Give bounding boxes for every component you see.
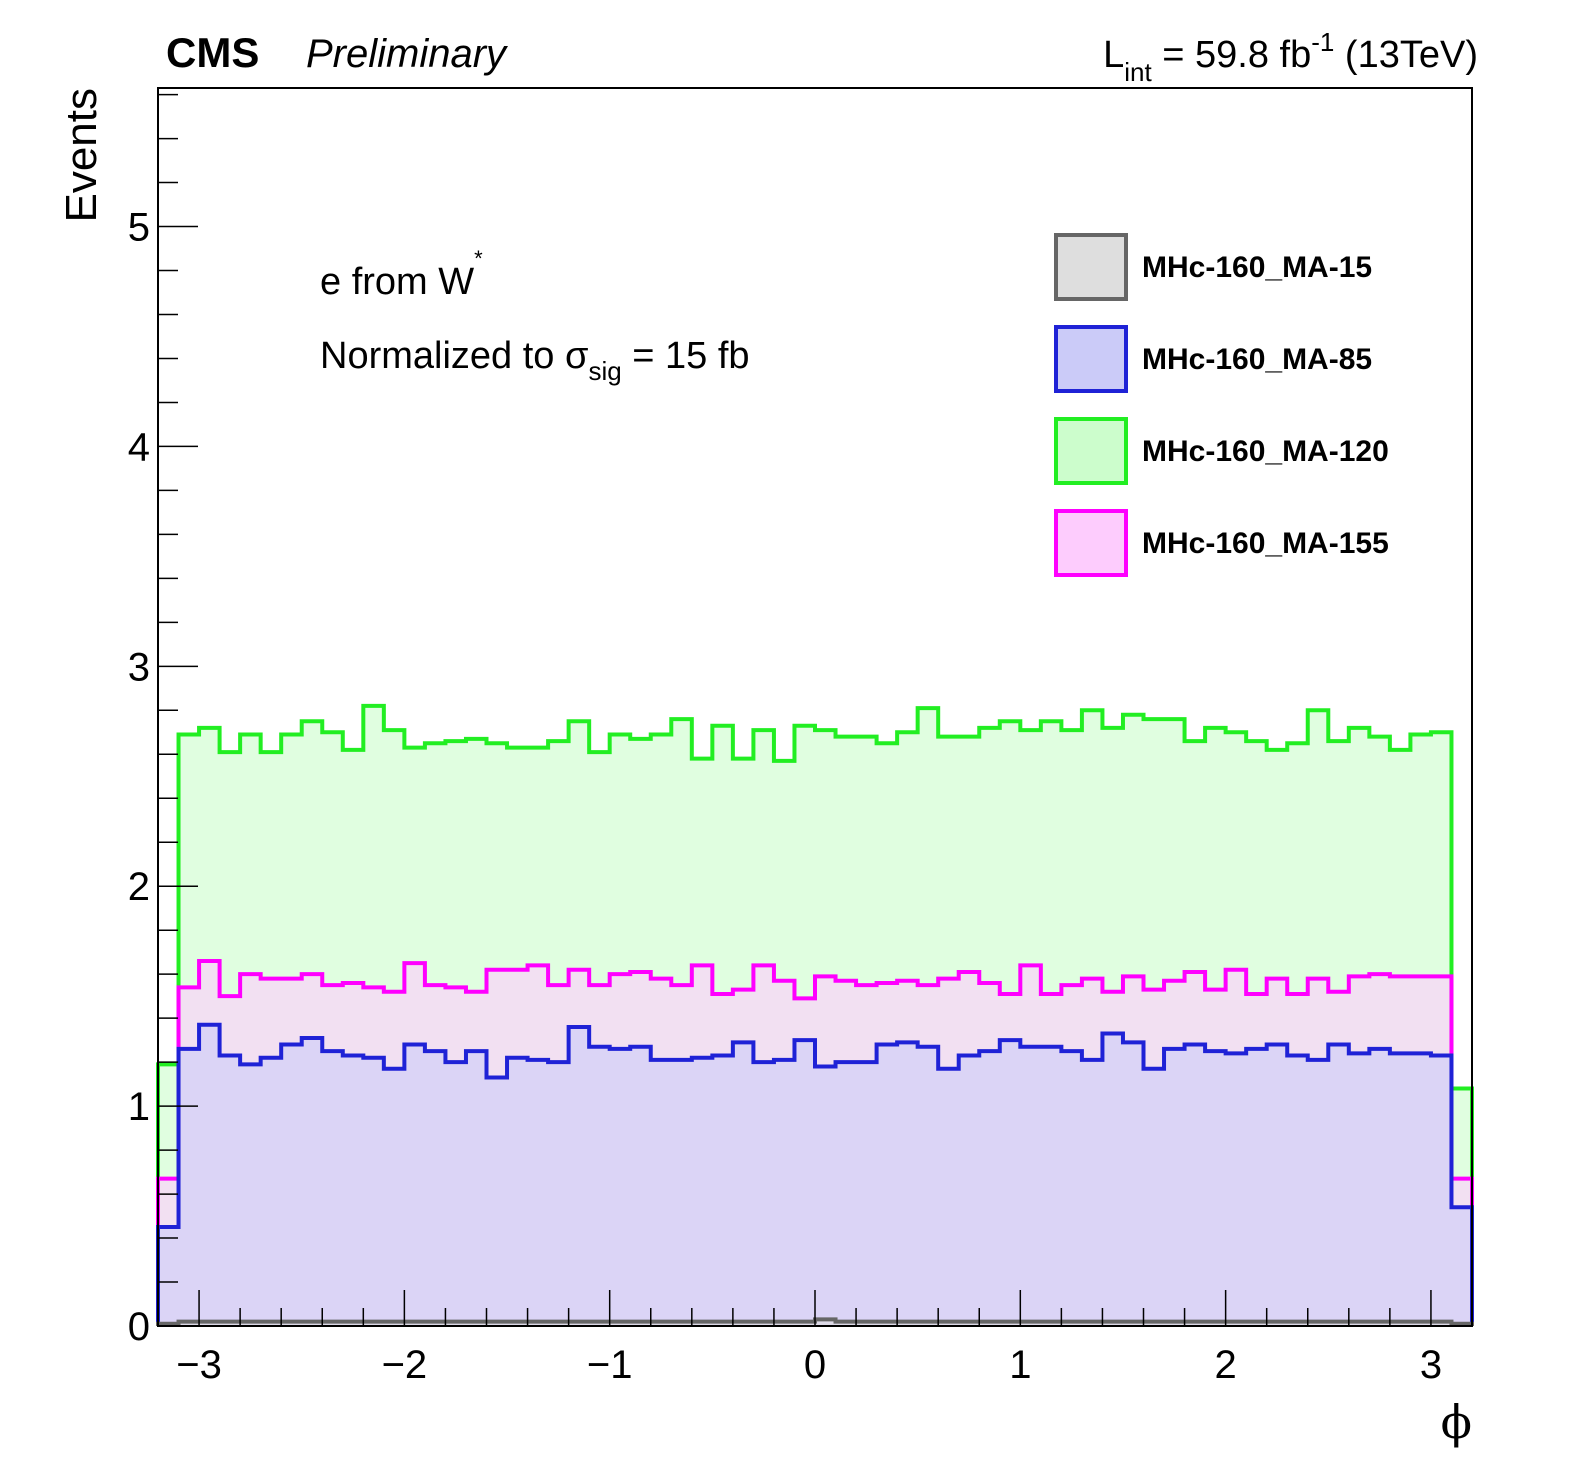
y-tick-label: 0 bbox=[128, 1305, 150, 1349]
legend-swatch-ma-155 bbox=[1054, 509, 1128, 577]
x-tick-label: 2 bbox=[1215, 1343, 1237, 1387]
legend-label-ma-155: MHc-160_MA-155 bbox=[1142, 527, 1389, 560]
legend-swatch-ma-15 bbox=[1054, 233, 1128, 301]
x-tick-label: −1 bbox=[587, 1343, 633, 1387]
series-fill-ma-85 bbox=[158, 1024, 1472, 1326]
y-tick-label: 4 bbox=[128, 425, 150, 469]
annotation-normalization: Normalized to σsig = 15 fb bbox=[320, 335, 750, 386]
x-axis-title: ϕ bbox=[1441, 1395, 1472, 1449]
y-axis-title: Events bbox=[57, 88, 106, 223]
x-tick-label: −2 bbox=[382, 1343, 428, 1387]
y-tick-label: 1 bbox=[128, 1085, 150, 1129]
legend-swatch-ma-85 bbox=[1054, 325, 1128, 393]
histogram-layers bbox=[156, 703, 1474, 1326]
y-tick-label: 5 bbox=[128, 206, 150, 250]
x-tick-label: 1 bbox=[1009, 1343, 1031, 1387]
status-label: Preliminary bbox=[306, 32, 509, 76]
annotation-particle: e from W* bbox=[320, 246, 483, 303]
plot-frame bbox=[157, 87, 1473, 1327]
legend-label-ma-120: MHc-160_MA-120 bbox=[1142, 435, 1389, 468]
x-tick-label: −3 bbox=[176, 1343, 222, 1387]
x-tick-label: 0 bbox=[804, 1343, 826, 1387]
series-line-ma-155 bbox=[156, 958, 1474, 1326]
legend-swatch-ma-120 bbox=[1054, 417, 1128, 485]
x-tick-label: 3 bbox=[1420, 1343, 1442, 1387]
y-tick-label: 2 bbox=[128, 865, 150, 909]
lumi-label: Lint = 59.8 fb-1 (13TeV) bbox=[1103, 27, 1478, 87]
axis-ticks: 0 1 2 3 4 5 −3 −2 −1 0 1 2 3 bbox=[128, 93, 1473, 1387]
experiment-label: CMS bbox=[166, 29, 259, 76]
legend-label-ma-85: MHc-160_MA-85 bbox=[1142, 343, 1372, 376]
legend: MHc-160_MA-15 MHc-160_MA-85 MHc-160_MA-120… bbox=[1054, 233, 1389, 577]
y-tick-label: 3 bbox=[128, 645, 150, 689]
legend-label-ma-15: MHc-160_MA-15 bbox=[1142, 251, 1372, 284]
series-line-ma-120 bbox=[156, 703, 1474, 1326]
series-line-ma-85 bbox=[156, 1022, 1474, 1326]
